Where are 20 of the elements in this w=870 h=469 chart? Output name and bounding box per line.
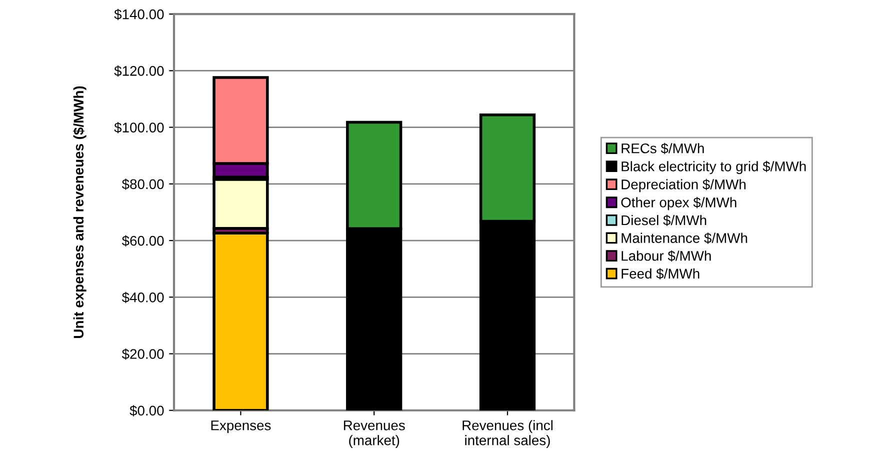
y-tick-label: $80.00 [122,178,164,190]
y-tick-label: $0.00 [130,405,164,416]
legend-label: Maintenance $/MWh [622,232,748,244]
legend-label: RECs $/MWh [622,142,704,154]
legend-label: Depreciation $/MWh [622,178,746,192]
legend-label: Other opex $/MWh [621,196,736,210]
y-axis-title: Unit expenses and reveneues ($/MWh) [73,86,86,338]
y-tick-label: $60.00 [122,235,164,247]
y-tick-label: $40.00 [122,292,164,304]
y-tick-label: $140.00 [114,8,164,20]
legend-label: Feed $/MWh [622,268,700,280]
legend-label: Diesel $/MWh [622,214,706,226]
legend-label: Black electricity to grid $/MWh [622,160,806,174]
y-tick-label: $100.00 [114,122,164,134]
x-tick-label: Revenues (incl internal sales) [462,420,553,448]
x-tick-label: Expenses [211,420,271,434]
y-tick-label: $120.00 [114,65,164,77]
y-tick-label: $20.00 [122,348,164,360]
legend-label: Labour $/MWh [622,250,711,262]
x-tick-label: Revenues (market) [344,420,405,448]
